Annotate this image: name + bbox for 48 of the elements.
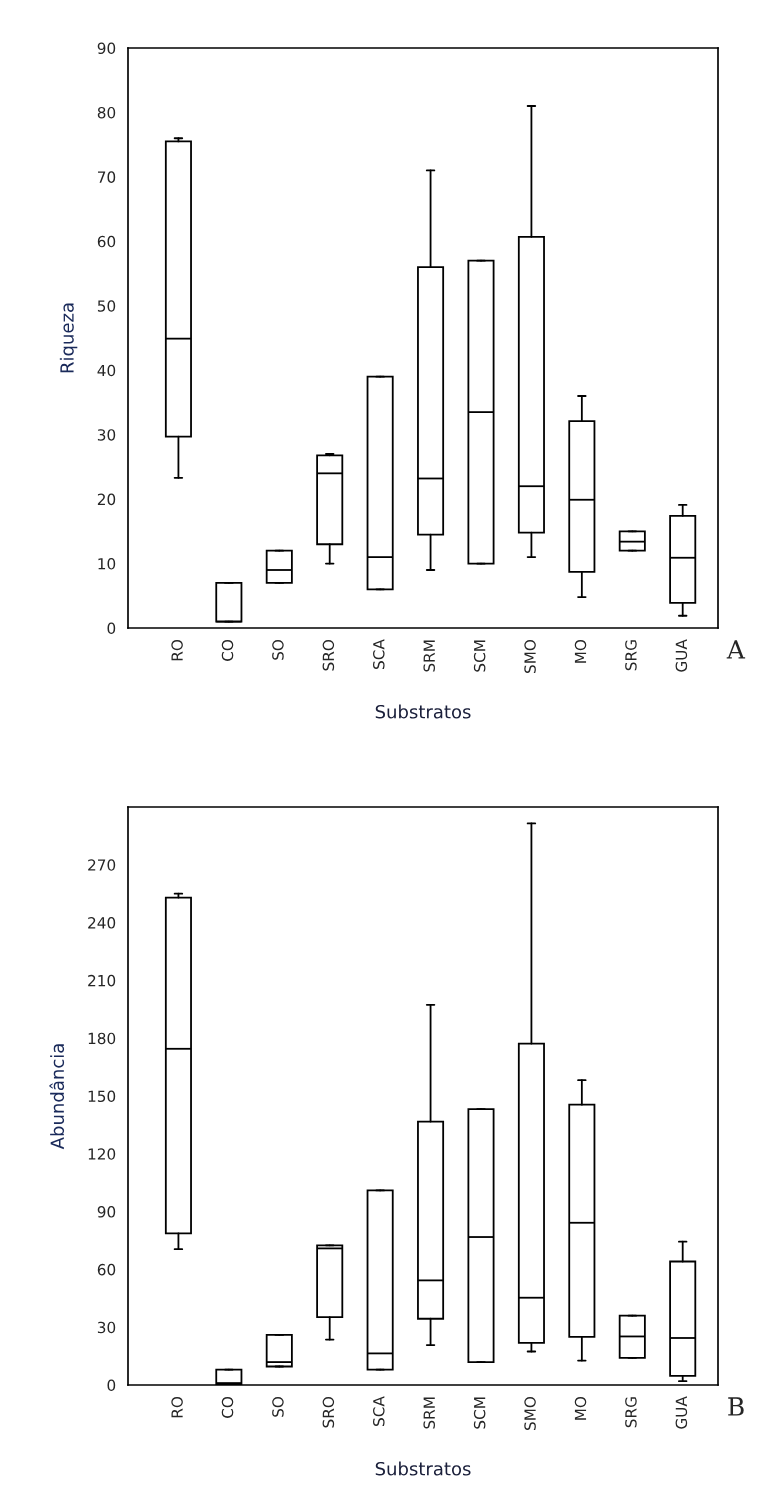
y-tick-label: 150 xyxy=(88,1090,116,1103)
x-tick-label: SMO xyxy=(524,1396,536,1431)
x-axis-title: Substratos xyxy=(375,1461,471,1476)
x-tick-label: SO xyxy=(272,1396,284,1417)
x-tick-label: GUA xyxy=(675,639,688,672)
x-tick-label: SCM xyxy=(473,1397,486,1429)
y-tick-label: 60 xyxy=(97,1263,116,1276)
x-tick-label: SRM xyxy=(423,1397,435,1429)
x-tick-label: RO xyxy=(171,639,183,661)
y-tick-label: 30 xyxy=(97,429,116,441)
x-tick-label: GUA xyxy=(675,1396,688,1429)
y-tick-label: 240 xyxy=(88,917,116,929)
y-tick-label: 40 xyxy=(97,364,116,377)
y-tick-label: 30 xyxy=(97,1321,116,1334)
text: A xyxy=(726,640,746,659)
x-tick-label: SCA xyxy=(373,1396,385,1426)
x-tick-label: SRO xyxy=(322,639,335,671)
x-tick-label: MO xyxy=(574,1396,587,1420)
x-tick-label: RO xyxy=(171,1396,183,1418)
y-tick-label: 70 xyxy=(98,171,116,183)
x-tick-label: SCA xyxy=(373,639,385,669)
y-tick-label: 0 xyxy=(107,622,116,635)
y-tick-label: 90 xyxy=(97,1206,116,1218)
y-tick-label: 10 xyxy=(98,558,116,570)
x-tick-label: SO xyxy=(272,639,284,660)
y-tick-label: 270 xyxy=(88,859,116,871)
y-tick-label: 90 xyxy=(97,42,116,55)
x-tick-label: CO xyxy=(221,639,234,661)
y-tick-label: 180 xyxy=(88,1032,116,1045)
x-tick-label: SMO xyxy=(524,639,536,674)
y-axis-title: Riqueza xyxy=(59,303,78,373)
y-tick-label: 80 xyxy=(97,106,116,119)
x-tick-label: SRG xyxy=(625,1397,637,1428)
y-tick-label: 20 xyxy=(97,493,116,506)
y-axis-title: Abundância xyxy=(49,1044,65,1150)
x-tick-label: SRO xyxy=(322,1396,335,1428)
text: B xyxy=(728,1397,744,1416)
x-axis-title: Substratos xyxy=(375,704,471,719)
y-tick-label: 0 xyxy=(107,1379,116,1392)
x-tick-label: SCM xyxy=(473,640,486,672)
x-tick-label: SRM xyxy=(423,640,435,672)
y-tick-label: 120 xyxy=(88,1148,116,1160)
x-tick-label: CO xyxy=(221,1396,234,1418)
x-tick-label: MO xyxy=(574,639,587,663)
y-tick-label: 210 xyxy=(88,974,116,987)
x-tick-label: SRG xyxy=(625,640,637,671)
y-tick-label: 60 xyxy=(97,235,116,248)
y-tick-label: 50 xyxy=(97,300,116,312)
